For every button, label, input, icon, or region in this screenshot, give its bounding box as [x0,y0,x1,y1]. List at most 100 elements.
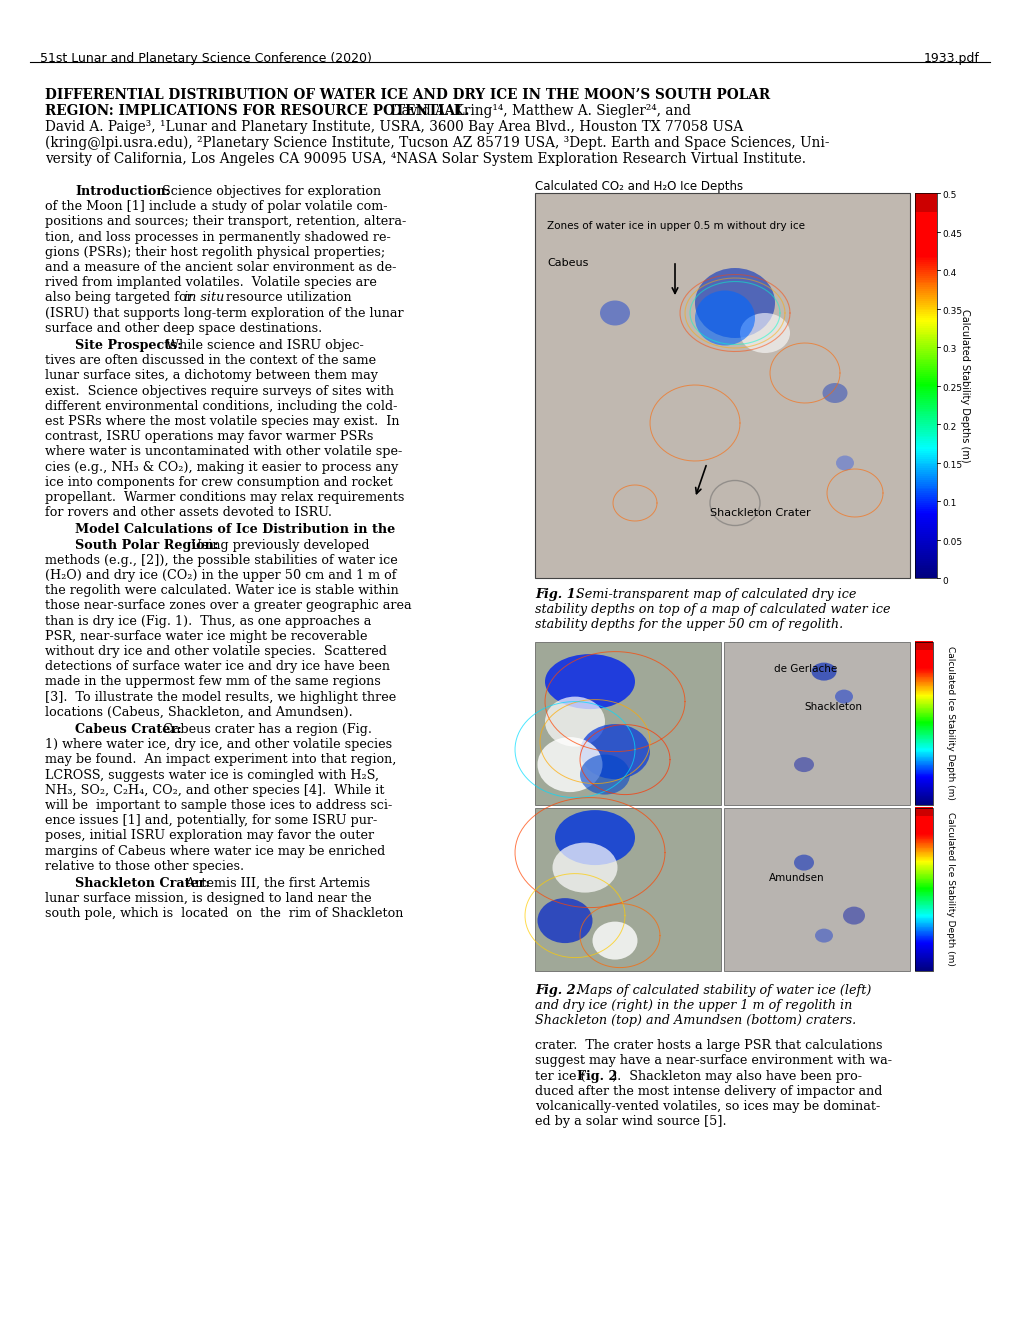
Bar [914,503,936,504]
Text: REGION: IMPLICATIONS FOR RESOURCE POTENTIAL.: REGION: IMPLICATIONS FOR RESOURCE POTENT… [45,104,469,117]
Bar [914,513,936,516]
Bar [914,450,936,453]
Text: 0.45: 0.45 [942,230,961,239]
Text: Calculated Ice Stability Depth (m): Calculated Ice Stability Depth (m) [946,812,955,966]
Bar [914,570,936,573]
Ellipse shape [554,810,635,865]
Bar [914,404,936,407]
Ellipse shape [811,663,836,681]
Bar [914,209,936,210]
Bar [914,564,936,566]
Bar [914,412,936,414]
Bar [914,475,936,478]
Text: South Polar Region:: South Polar Region: [75,539,218,552]
Bar [914,420,936,422]
Bar [914,535,936,537]
Text: 0.3: 0.3 [942,346,956,355]
Text: suggest may have a near-surface environment with wa-: suggest may have a near-surface environm… [535,1055,892,1068]
Bar [914,226,936,227]
Bar [914,193,936,578]
Bar [914,383,936,385]
Text: relative to those other species.: relative to those other species. [45,859,244,873]
Ellipse shape [694,268,774,338]
Text: and dry ice (right) in the upper 1 m of regolith in: and dry ice (right) in the upper 1 m of … [535,999,852,1012]
Bar [914,354,936,356]
Bar [914,222,936,224]
Text: ).  Shackleton may also have been pro-: ). Shackleton may also have been pro- [611,1069,861,1082]
Bar [535,193,909,578]
Bar [914,474,936,477]
Bar [914,381,936,384]
Bar [914,300,936,302]
Text: the regolith were calculated. Water ice is stable within: the regolith were calculated. Water ice … [45,585,398,597]
Bar [914,487,936,490]
Text: Cabeus crater has a region (Fig.: Cabeus crater has a region (Fig. [155,723,372,737]
Bar [914,282,936,285]
Text: 51st Lunar and Planetary Science Conference (2020): 51st Lunar and Planetary Science Confere… [40,51,372,65]
Bar [914,362,936,364]
Bar [914,399,936,401]
Text: Calculated Stability Depths (m): Calculated Stability Depths (m) [959,309,969,462]
Text: 1933.pdf: 1933.pdf [923,51,979,65]
Text: While science and ISRU objec-: While science and ISRU objec- [158,339,364,352]
Bar [914,358,936,360]
Bar [914,529,936,532]
Bar [914,319,936,322]
Text: PSR, near-surface water ice might be recoverable: PSR, near-surface water ice might be rec… [45,630,367,643]
Bar [914,510,936,512]
Bar [914,556,936,558]
Bar [914,269,936,272]
Bar [914,528,936,529]
Bar [914,466,936,469]
Bar [914,310,936,313]
Text: Model Calculations of Ice Distribution in the: Model Calculations of Ice Distribution i… [75,524,395,536]
Text: positions and sources; their transport, retention, altera-: positions and sources; their transport, … [45,215,406,228]
Bar [914,533,936,536]
Bar [914,348,936,351]
Bar [914,333,936,335]
Bar [914,368,936,370]
Bar [914,389,936,391]
Bar [914,808,932,816]
Bar [914,479,936,482]
Text: Science objectives for exploration: Science objectives for exploration [154,185,381,198]
Text: Introduction:: Introduction: [75,185,170,198]
Bar [914,219,936,222]
Text: Fig. 2.: Fig. 2. [535,983,580,997]
Bar [914,491,936,494]
Bar [914,276,936,277]
Bar [914,223,936,226]
Text: detections of surface water ice and dry ice have been: detections of surface water ice and dry … [45,660,389,673]
Bar [914,457,936,458]
Text: Zones of water ice in upper 0.5 m without dry ice: Zones of water ice in upper 0.5 m withou… [546,220,804,231]
Bar [914,425,936,428]
Bar [914,486,936,487]
Text: ence issues [1] and, potentially, for some ISRU pur-: ence issues [1] and, potentially, for so… [45,814,377,828]
Bar [914,232,936,235]
Text: Maps of calculated stability of water ice (left): Maps of calculated stability of water ic… [573,983,870,997]
Bar [914,193,936,213]
Bar [914,507,936,508]
Bar [914,247,936,249]
Bar [914,273,936,276]
Bar [914,478,936,480]
Bar [914,325,936,327]
Ellipse shape [544,697,604,747]
Bar [914,508,936,511]
Text: 0.35: 0.35 [942,308,961,315]
Text: ed by a solar wind source [5].: ed by a solar wind source [5]. [535,1115,726,1129]
Bar [914,517,936,520]
Bar [914,329,936,331]
Text: contrast, ISRU operations may favor warmer PSRs: contrast, ISRU operations may favor warm… [45,430,373,444]
Bar [914,408,936,411]
Bar [914,437,936,440]
Bar [914,379,936,381]
Bar [914,411,936,412]
Bar [914,516,936,519]
Bar [914,553,936,554]
Bar [914,264,936,267]
Bar [914,257,936,260]
Bar [914,572,936,574]
Text: Fig. 1.: Fig. 1. [535,587,580,601]
Ellipse shape [592,921,637,960]
